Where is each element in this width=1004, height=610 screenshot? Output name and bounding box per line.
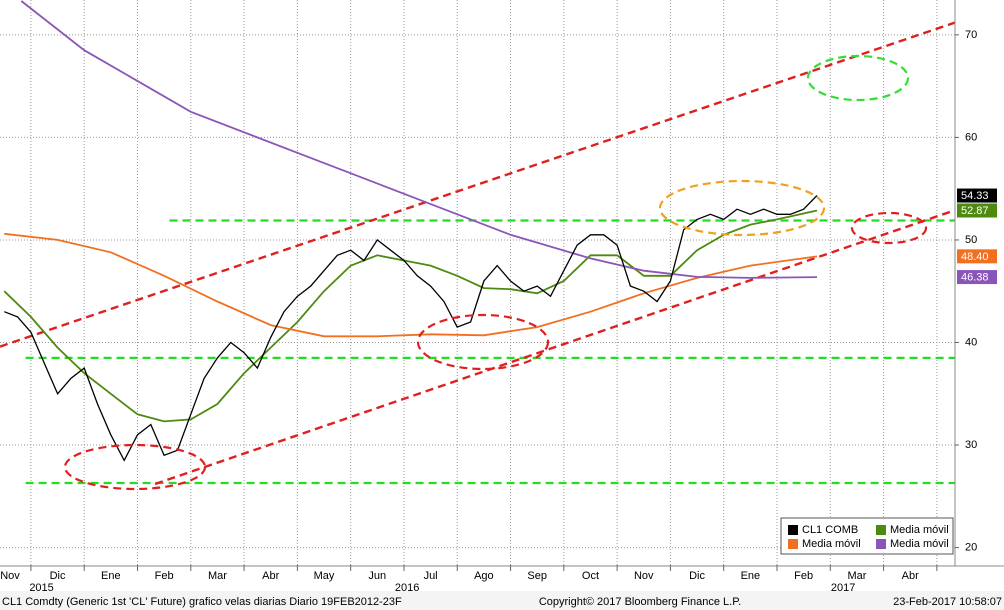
y-tick-label: 20 [965, 541, 977, 553]
year-label: 2017 [831, 582, 855, 594]
x-tick-label: Nov [0, 570, 20, 582]
last-value-label: 48.40 [961, 251, 989, 263]
last-value-tag [957, 270, 997, 285]
last-value-label: 46.38 [961, 271, 989, 283]
annotations [63, 54, 928, 491]
y-tick-label: 30 [965, 439, 977, 451]
footer-left: CL1 Comdty (Generic 1st 'CL' Future) gra… [2, 596, 402, 608]
price-line [4, 195, 818, 462]
ellipse [850, 211, 928, 245]
y-tick-label: 70 [965, 29, 977, 41]
year-label: 2015 [29, 582, 53, 594]
overlays [0, 21, 956, 486]
x-tick-label: Dic [689, 570, 705, 582]
x-tick-label: Ene [741, 570, 761, 582]
moving-average [4, 232, 818, 338]
x-tick-label: Mar [208, 570, 227, 582]
legend-swatch [876, 525, 886, 535]
x-tick-label: Jun [368, 570, 386, 582]
last-value-label: 54.33 [961, 190, 989, 202]
x-tick-label: Sep [527, 570, 547, 582]
trend-line [154, 209, 956, 486]
legend-label: CL1 COMB [802, 524, 858, 536]
footer-bar [0, 591, 1004, 610]
x-tick-label: Mar [847, 570, 866, 582]
x-tick-label: Oct [582, 570, 599, 582]
legend-label: Media móvil [890, 524, 949, 536]
x-tick-label: May [314, 570, 335, 582]
footer-center: Copyright© 2017 Bloomberg Finance L.P. [539, 596, 741, 608]
legend: CL1 COMB Media móvil Media móvil Media móvi… [780, 517, 954, 555]
last-value-tag [957, 249, 997, 264]
y-tick-label: 50 [965, 234, 977, 246]
x-tick-label: Ene [101, 570, 121, 582]
footer-right: 23-Feb-2017 10:58:07 [893, 596, 1002, 608]
x-tick-label: Jul [424, 570, 438, 582]
last-value-tag [957, 188, 997, 203]
x-tick-label: Nov [634, 570, 654, 582]
y-tick-label: 60 [965, 131, 977, 143]
last-value-tag [957, 203, 997, 218]
last-value-label: 52.87 [961, 205, 989, 217]
y-tick-label: 40 [965, 336, 977, 348]
x-tick-label: Abr [902, 570, 919, 582]
ellipse [63, 443, 207, 491]
ellipse [658, 179, 826, 237]
legend-box [780, 517, 954, 555]
x-tick-label: Abr [262, 570, 279, 582]
legend-swatch [876, 539, 886, 549]
legend-swatch [788, 539, 798, 549]
x-tick-label: Feb [794, 570, 813, 582]
x-tick-label: Dic [50, 570, 66, 582]
moving-average [20, 0, 818, 279]
legend-swatch [788, 525, 798, 535]
ellipse [806, 54, 910, 102]
ellipse [416, 313, 550, 371]
x-tick-label: Ago [474, 570, 494, 582]
legend-label: Media móvil [890, 538, 949, 550]
legend-label: Media móvil [802, 538, 861, 550]
year-label: 2016 [395, 582, 419, 594]
series [3, 0, 818, 462]
x-tick-label: Feb [155, 570, 174, 582]
